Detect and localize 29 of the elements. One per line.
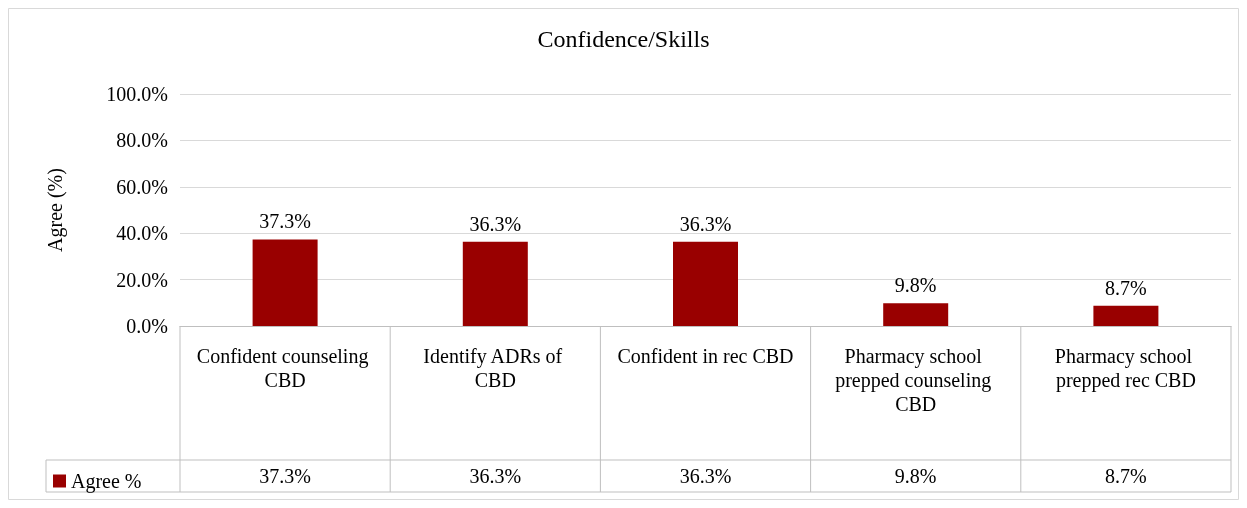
data-label: 9.8% — [894, 465, 937, 487]
bar — [462, 241, 528, 326]
text: 37.3% — [259, 210, 311, 233]
y-tick-label: 60.0% — [116, 175, 168, 198]
bar — [883, 303, 949, 326]
chart-title: Confidence/Skills — [537, 26, 710, 52]
text: 9.8% — [894, 274, 937, 297]
bar — [673, 241, 738, 326]
legend-label: Agree % — [71, 470, 142, 493]
data-label: 37.3% — [259, 465, 311, 487]
x-tick-label: Identify ADRs of CBD — [423, 345, 568, 391]
x-tick-label: Pharmacy school prepped counseling CBD — [835, 345, 997, 415]
y-tick-label: 0.0% — [126, 315, 168, 337]
bar — [1093, 305, 1159, 326]
y-tick-label: 40.0% — [116, 222, 168, 245]
y-tick-label: 20.0% — [116, 268, 168, 291]
x-tick-label: Pharmacy school prepped rec CBD — [1054, 345, 1197, 392]
y-axis-title: Agree (%) — [44, 168, 67, 252]
text: 36.3% — [469, 212, 522, 235]
y-tick-label: 100.0% — [106, 83, 168, 105]
y-tick-label: 80.0% — [116, 129, 168, 152]
data-label: 36.3% — [679, 465, 732, 487]
text: 36.3% — [679, 212, 732, 235]
data-label: 36.3% — [469, 465, 522, 487]
bar — [252, 239, 318, 326]
x-tick-label: Confident counseling CBD — [196, 345, 374, 391]
data-label: 8.7% — [1105, 465, 1147, 487]
x-tick-label: Confident in rec CBD — [617, 345, 794, 367]
text: 8.7% — [1105, 276, 1147, 299]
